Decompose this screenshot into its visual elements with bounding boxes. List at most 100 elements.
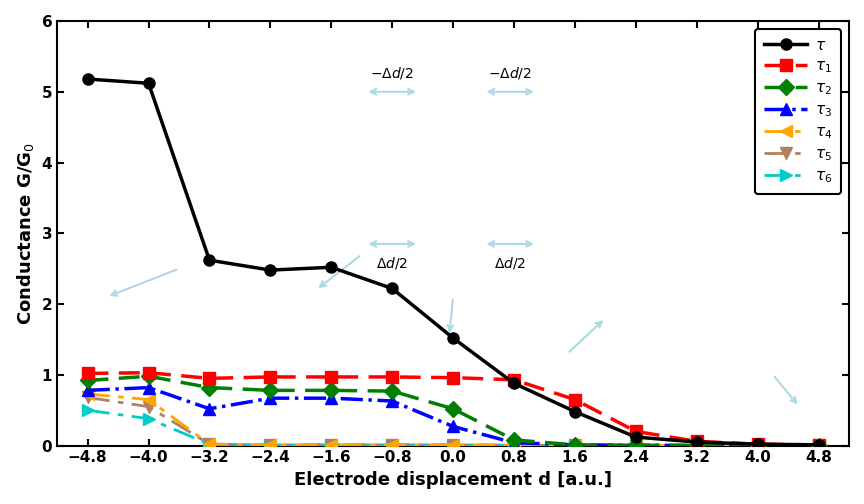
Text: $\Delta d/2$: $\Delta d/2$ (376, 255, 408, 271)
$\tau_3$ (204, 406, 214, 412)
$\tau_2$ (387, 388, 397, 394)
$\tau_3$ (143, 385, 154, 391)
$\tau_6$ (569, 443, 580, 449)
$\tau_4$ (569, 443, 580, 449)
$\tau_3$ (265, 395, 276, 401)
Line: $\tau_6$: $\tau_6$ (81, 404, 825, 452)
$\tau_6$ (813, 443, 823, 449)
$\tau_1$ (387, 374, 397, 380)
$\tau_5$ (753, 443, 763, 449)
$\tau_2$ (265, 388, 276, 394)
$\tau_5$ (82, 395, 92, 401)
$\tau$ (448, 335, 458, 341)
$\tau_3$ (326, 395, 336, 401)
$\tau_2$ (326, 388, 336, 394)
$\tau_1$ (265, 374, 276, 380)
Text: $-\Delta d/2$: $-\Delta d/2$ (488, 65, 532, 81)
$\tau$ (82, 76, 92, 82)
$\tau$ (265, 267, 276, 273)
Line: $\tau_5$: $\tau_5$ (81, 391, 825, 452)
$\tau_2$ (204, 385, 214, 391)
$\tau_3$ (691, 443, 702, 449)
$\tau_6$ (691, 443, 702, 449)
$\tau_3$ (813, 443, 823, 449)
$\tau_4$ (509, 442, 519, 448)
$\tau_3$ (569, 442, 580, 448)
Text: $-\Delta d/2$: $-\Delta d/2$ (371, 65, 414, 81)
$\tau_1$ (753, 441, 763, 447)
$\tau$ (509, 381, 519, 387)
$\tau_1$ (204, 375, 214, 382)
$\tau$ (691, 439, 702, 445)
$\tau_4$ (631, 443, 641, 449)
$\tau_2$ (631, 442, 641, 448)
$\tau_4$ (82, 391, 92, 397)
$\tau_3$ (631, 442, 641, 448)
Line: $\tau$: $\tau$ (82, 74, 824, 451)
$\tau_1$ (691, 438, 702, 445)
Legend: $\tau$, $\tau_1$, $\tau_2$, $\tau_3$, $\tau_4$, $\tau_5$, $\tau_6$: $\tau$, $\tau_1$, $\tau_2$, $\tau_3$, $\… (755, 29, 842, 194)
$\tau_2$ (753, 443, 763, 449)
$\tau_1$ (509, 377, 519, 383)
$\tau_5$ (509, 442, 519, 448)
$\tau_2$ (569, 442, 580, 448)
$\tau_3$ (448, 423, 458, 429)
Text: $\Delta d/2$: $\Delta d/2$ (494, 255, 526, 271)
$\tau_2$ (143, 373, 154, 379)
$\tau_5$ (813, 443, 823, 449)
$\tau_5$ (204, 441, 214, 447)
Line: $\tau_1$: $\tau_1$ (82, 367, 824, 451)
$\tau_6$ (631, 443, 641, 449)
$\tau_5$ (691, 443, 702, 449)
Line: $\tau_2$: $\tau_2$ (82, 370, 824, 451)
$\tau_4$ (326, 442, 336, 448)
$\tau_6$ (265, 442, 276, 448)
$\tau_5$ (631, 443, 641, 449)
$\tau_5$ (569, 443, 580, 449)
$\tau_2$ (691, 443, 702, 449)
$\tau_4$ (813, 443, 823, 449)
$\tau$ (204, 257, 214, 263)
$\tau$ (569, 409, 580, 415)
$\tau_1$ (82, 370, 92, 376)
Line: $\tau_4$: $\tau_4$ (81, 388, 825, 452)
$\tau_2$ (509, 437, 519, 443)
$\tau_6$ (204, 441, 214, 447)
$\tau_4$ (204, 441, 214, 447)
$\tau_1$ (326, 374, 336, 380)
$\tau_6$ (387, 442, 397, 448)
$\tau_4$ (448, 442, 458, 448)
$\tau$ (813, 442, 823, 448)
$\tau_3$ (753, 443, 763, 449)
$\tau_4$ (265, 442, 276, 448)
$\tau$ (631, 434, 641, 440)
$\tau$ (326, 264, 336, 270)
$\tau_3$ (387, 398, 397, 404)
$\tau_2$ (82, 377, 92, 384)
$\tau_1$ (813, 442, 823, 448)
$\tau_2$ (813, 443, 823, 449)
$\tau_1$ (569, 397, 580, 403)
$\tau$ (387, 285, 397, 291)
$\tau_4$ (387, 442, 397, 448)
$\tau_2$ (448, 406, 458, 412)
$\tau_3$ (509, 439, 519, 446)
$\tau_6$ (448, 442, 458, 448)
$\tau_4$ (753, 443, 763, 449)
$\tau_5$ (265, 442, 276, 448)
$\tau_6$ (326, 442, 336, 448)
$\tau_4$ (691, 443, 702, 449)
$\tau_3$ (82, 388, 92, 394)
$\tau$ (143, 80, 154, 86)
Y-axis label: Conductance G/G$_0$: Conductance G/G$_0$ (15, 142, 36, 325)
$\tau_5$ (387, 442, 397, 448)
Line: $\tau_3$: $\tau_3$ (81, 382, 825, 452)
$\tau_6$ (82, 407, 92, 413)
$\tau_6$ (143, 416, 154, 422)
$\tau_1$ (631, 428, 641, 434)
$\tau_5$ (326, 442, 336, 448)
$\tau_6$ (753, 443, 763, 449)
$\tau_5$ (143, 404, 154, 410)
X-axis label: Electrode displacement d [a.u.]: Electrode displacement d [a.u.] (294, 471, 612, 489)
$\tau$ (753, 441, 763, 447)
